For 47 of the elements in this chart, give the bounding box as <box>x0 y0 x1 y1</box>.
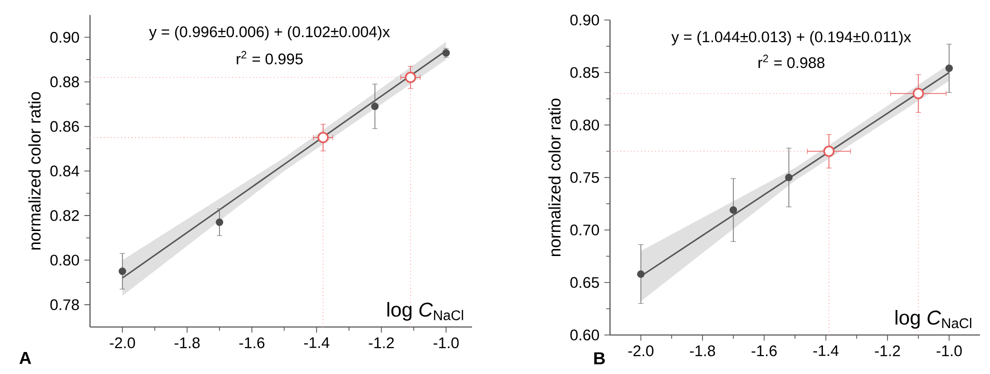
x-tick-label: -1.4 <box>304 337 330 348</box>
x-tick-label: -1.0 <box>434 337 459 348</box>
x-tick-label: -1.8 <box>174 337 200 348</box>
y-tick-label: 0.75 <box>570 172 599 183</box>
text: A <box>19 352 32 364</box>
point <box>317 132 329 144</box>
y-tick-label: 0.86 <box>50 120 79 132</box>
y-tick-label: 0.65 <box>570 277 599 288</box>
y-axis-title: normalized color ratio <box>548 98 561 256</box>
x-tick-label: -1.6 <box>239 337 264 348</box>
x-tick-label: -1.8 <box>690 345 716 356</box>
x-tick-label: -1.4 <box>813 345 839 356</box>
point <box>404 72 416 83</box>
y-tick-label: 0.60 <box>570 330 599 340</box>
point <box>371 102 379 110</box>
point <box>216 218 224 226</box>
y-tick-label: 0.82 <box>50 210 79 221</box>
y-tick-label: 0.70 <box>570 224 599 236</box>
y-tick-label: 0.80 <box>50 254 80 266</box>
x-tick-label: -1.0 <box>936 345 962 356</box>
point <box>912 88 924 100</box>
y-tick-label: 0.84 <box>50 166 80 176</box>
y-tick-label: 0.88 <box>50 76 79 88</box>
text: B <box>594 352 605 364</box>
x-axis-title: log C$_{NaCl}$ <box>896 310 972 329</box>
x-tick-label: -2.0 <box>110 337 135 348</box>
point <box>637 270 645 278</box>
y-axis-title: normalized color ratio <box>28 92 41 250</box>
point <box>730 206 738 214</box>
point <box>823 146 835 157</box>
y-tick-label: 0.78 <box>50 299 79 310</box>
annotation: y = (0.996±0.006) + (0.102±0.004)x <box>149 26 390 40</box>
x-tick-label: -2.0 <box>628 345 654 356</box>
x-tick-label: -1.6 <box>752 345 777 356</box>
y-tick-label: 0.80 <box>570 120 599 130</box>
x-axis-title: log C$_{NaCl}$ <box>387 302 464 321</box>
annotation: r$^{2}$ = 0.995 <box>236 50 303 64</box>
annotation: r$^{2}$ = 0.988 <box>758 54 824 68</box>
point <box>945 64 953 72</box>
y-tick-label: 0.90 <box>50 32 80 43</box>
x-tick-label: -1.2 <box>874 345 900 356</box>
point <box>785 174 793 182</box>
x-tick-label: -1.2 <box>368 337 394 348</box>
y-tick-label: 0.90 <box>570 14 599 26</box>
annotation: y = (1.044±0.013) + (0.194±0.011)x <box>671 31 912 46</box>
y-tick-label: 0.85 <box>570 67 599 78</box>
point <box>118 268 126 276</box>
